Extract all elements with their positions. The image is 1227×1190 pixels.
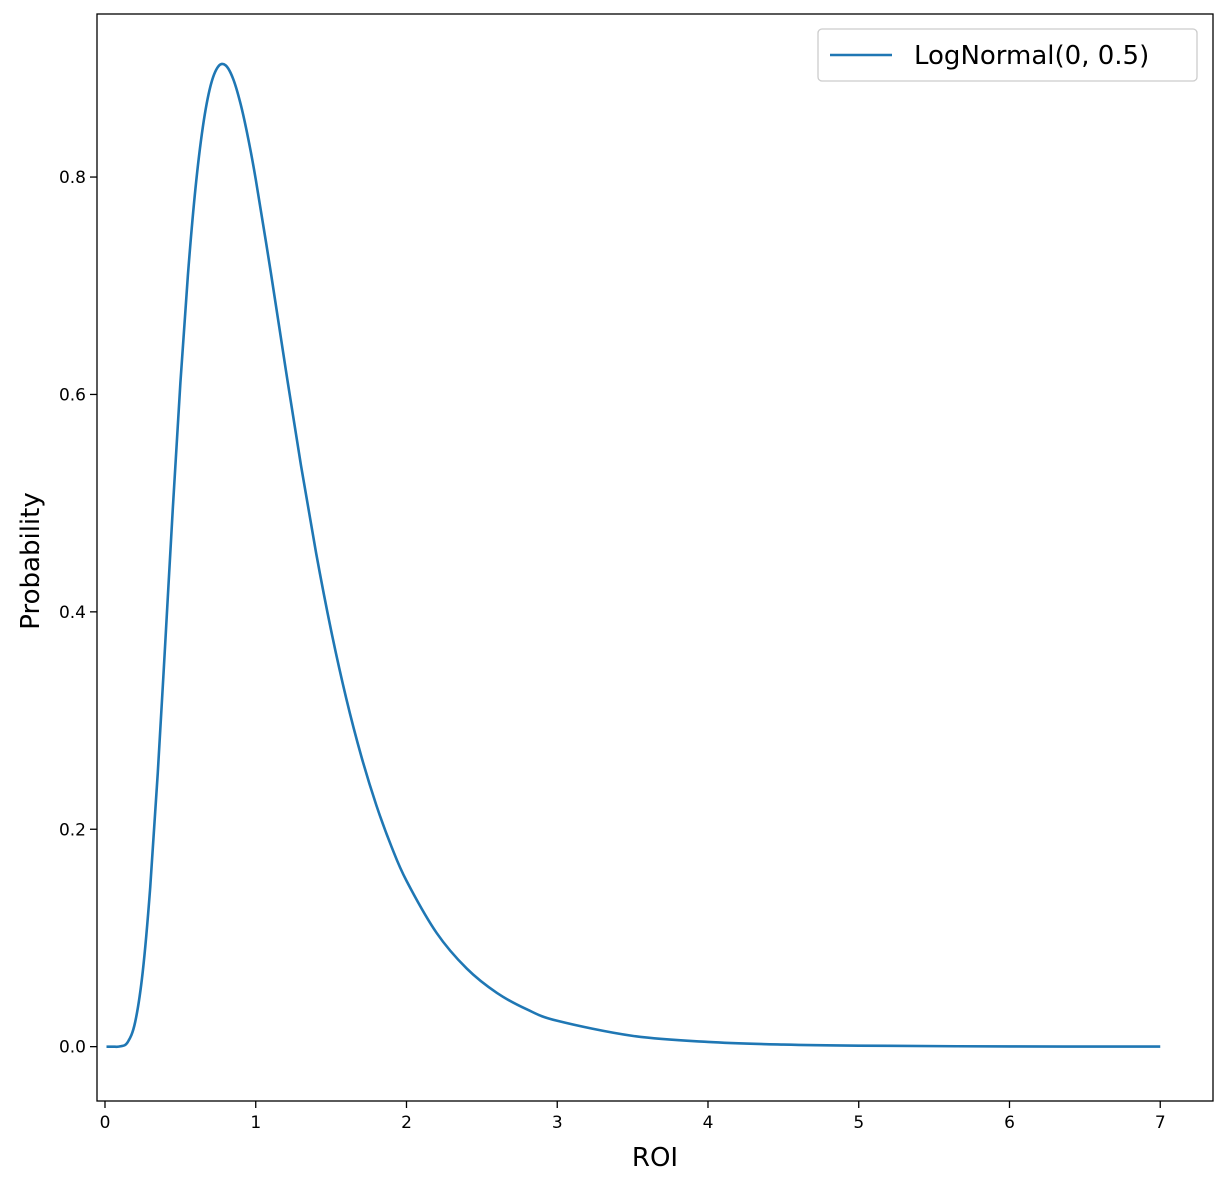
y-tick-label: 0.6 xyxy=(59,385,86,405)
series-line-0 xyxy=(106,62,1161,1049)
plot-background xyxy=(97,14,1213,1101)
y-tick-label: 0.2 xyxy=(59,820,86,840)
x-axis-label: ROI xyxy=(632,1143,678,1173)
legend: LogNormal(0, 0.5) xyxy=(817,28,1198,82)
y-tick-label: 0.0 xyxy=(59,1038,86,1058)
x-tick-label: 2 xyxy=(401,1113,412,1133)
x-tick-label: 0 xyxy=(100,1113,111,1133)
x-tick-label: 3 xyxy=(552,1113,563,1133)
x-tick-label: 5 xyxy=(853,1113,864,1133)
y-axis-label: Probability xyxy=(16,492,46,629)
legend-box xyxy=(817,28,1198,82)
x-axis: 0 1 2 3 4 5 6 7 xyxy=(100,1101,1166,1133)
axes-frame xyxy=(96,13,1214,1102)
x-tick-label: 1 xyxy=(250,1113,261,1133)
y-axis: 0.0 0.2 0.4 0.6 0.8 xyxy=(59,168,97,1058)
y-tick-label: 0.4 xyxy=(59,603,86,623)
x-tick-label: 4 xyxy=(703,1113,714,1133)
x-tick-label: 6 xyxy=(1004,1113,1015,1133)
x-tick-label: 7 xyxy=(1155,1113,1166,1133)
y-tick-label: 0.8 xyxy=(59,168,86,188)
legend-label: LogNormal(0, 0.5) xyxy=(914,41,1149,71)
series-layer xyxy=(106,62,1161,1049)
